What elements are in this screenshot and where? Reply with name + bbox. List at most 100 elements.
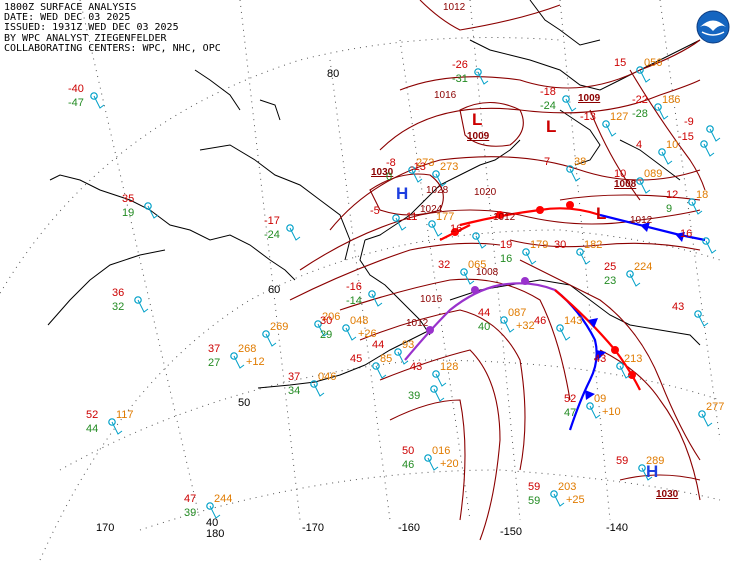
isobar-label: 1012 — [443, 2, 466, 13]
station-marker — [522, 248, 530, 256]
station-marker — [230, 352, 238, 360]
station-pressure: 213 — [624, 353, 642, 365]
station-marker — [262, 330, 270, 338]
station-temperature: 43 — [672, 301, 684, 313]
header-issued: ISSUED: 1931Z WED DEC 03 2025 — [4, 22, 179, 34]
header-analyst: BY WPC ANALYST ZIEGENFELDER — [4, 32, 167, 44]
front-symbols — [426, 201, 685, 400]
station-temperature: -26 — [452, 59, 468, 71]
station-temperature: 25 — [604, 261, 616, 273]
wind-barb — [463, 271, 475, 285]
lat-label-60: 60 — [268, 284, 280, 296]
low-center-letter: L — [596, 204, 606, 223]
station-marker — [550, 490, 558, 498]
station-temperature: 4 — [636, 139, 642, 151]
station-temperature: -5 — [370, 205, 380, 217]
isobar-label: 1024 — [420, 204, 443, 215]
wind-barb — [289, 227, 301, 241]
station-dewpoint: -47 — [68, 97, 84, 109]
isobar-label: 1012 — [493, 212, 516, 223]
wind-barb — [565, 98, 577, 112]
station-marker — [586, 402, 594, 410]
station-pressure-tendency: +12 — [246, 356, 265, 368]
station-marker — [474, 68, 482, 76]
high-center-value: 1030 — [371, 167, 394, 178]
lon-label-170: 170 — [96, 522, 114, 534]
station-marker — [428, 220, 436, 228]
station-marker — [500, 316, 508, 324]
station-temperature: 47 — [184, 493, 196, 505]
isobar-label: 1028 — [426, 185, 449, 196]
lat-label-80: 80 — [327, 68, 339, 80]
station-marker — [638, 464, 646, 472]
cold-front — [554, 289, 598, 431]
station-pressure: 056 — [644, 57, 662, 69]
station-marker — [430, 385, 438, 393]
chukotka-coast — [199, 144, 351, 261]
high-center-value: 1030 — [656, 489, 679, 500]
station-temperature: -13 — [410, 161, 426, 173]
station-dewpoint: 23 — [604, 275, 616, 287]
station-pressure-tendency: +32 — [516, 320, 535, 332]
lon-label-m150: -150 — [500, 526, 522, 538]
warm-front — [554, 289, 641, 391]
station-temperature: 16 — [450, 223, 462, 235]
low-center-value: 1009 — [467, 131, 490, 142]
wind-barb — [435, 373, 447, 387]
station-temperature: 46 — [534, 315, 546, 327]
station-pressure: 10 — [666, 139, 678, 151]
siberia-coast — [49, 174, 296, 281]
wind-barb — [209, 505, 221, 519]
station-pressure: 289 — [646, 455, 664, 467]
station-marker — [658, 148, 666, 156]
station-dewpoint: -24 — [540, 100, 556, 112]
station-dewpoint: 59 — [528, 495, 540, 507]
low-center-letter: L — [546, 117, 556, 136]
wind-barb — [629, 273, 641, 287]
station-dewpoint: 39 — [184, 507, 196, 519]
header-date: DATE: WED DEC 03 2025 — [4, 12, 131, 24]
isobar-label: 1016 — [434, 90, 457, 101]
wind-barb — [639, 69, 651, 83]
wind-barb — [553, 493, 565, 507]
station-marker — [342, 324, 350, 332]
station-marker — [206, 502, 214, 510]
graticule-labels: 80 60 50 40 170 180 -170 -160 -150 -140 — [96, 68, 628, 540]
station-pressure: 224 — [634, 261, 652, 273]
alaska-west — [359, 239, 431, 336]
wind-barb — [233, 355, 245, 369]
wind-barb — [701, 413, 713, 427]
station-pressure: 179 — [530, 239, 548, 251]
graticule — [0, 0, 721, 561]
station-pressure: 273 — [440, 161, 458, 173]
wind-barb — [397, 351, 409, 365]
station-dewpoint: 29 — [320, 329, 332, 341]
wind-barb — [433, 388, 445, 402]
station-temperature: 12 — [666, 189, 678, 201]
wind-barb — [589, 405, 601, 419]
station-marker — [694, 310, 702, 318]
greenland-edge — [529, 0, 601, 46]
station-pressure: 182 — [584, 239, 602, 251]
header-centers: COLLABORATING CENTERS: WPC, NHC, OPC — [4, 42, 221, 54]
station-temperature: 36 — [112, 287, 124, 299]
station-temperature: 10 — [614, 168, 626, 180]
wind-barb — [111, 421, 123, 435]
station-marker — [562, 95, 570, 103]
station-marker — [702, 237, 710, 245]
station-marker — [688, 198, 696, 206]
wind-barb — [477, 71, 489, 85]
wind-barb — [265, 333, 277, 347]
station-pressure: 127 — [610, 111, 628, 123]
wind-barb — [559, 327, 571, 341]
station-dewpoint: -24 — [264, 229, 280, 241]
station-marker — [314, 320, 322, 328]
station-pressure: 277 — [706, 401, 724, 413]
wind-barb — [691, 201, 703, 215]
wind-barb — [431, 223, 443, 237]
station-temperature: -16 — [346, 281, 362, 293]
low-center-letter: L — [472, 110, 482, 129]
wind-barb — [317, 323, 329, 337]
station-pressure: 203 — [558, 481, 576, 493]
